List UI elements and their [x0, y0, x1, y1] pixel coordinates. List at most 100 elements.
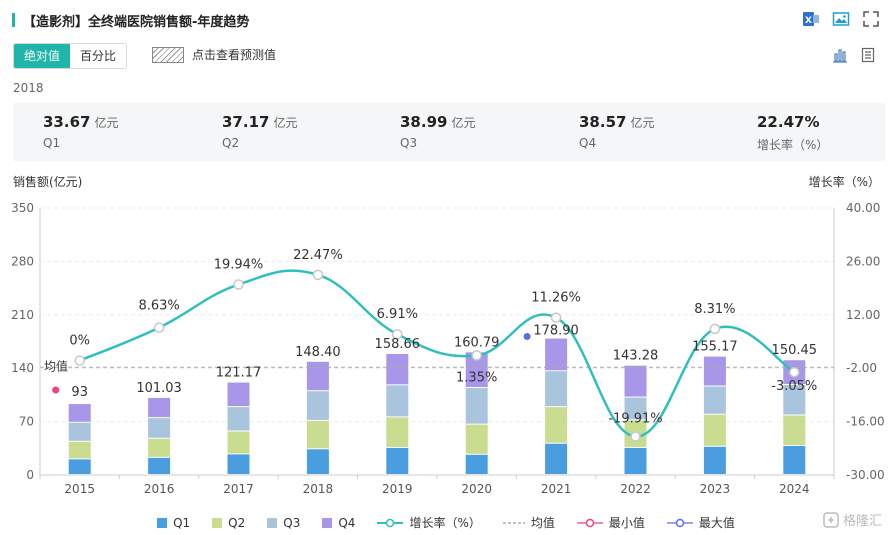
- excel-export-icon[interactable]: X: [802, 10, 820, 28]
- x-tick-label: 2016: [144, 482, 175, 496]
- summary-q4-label: Q4: [579, 136, 597, 150]
- bar-q2-segment[interactable]: [545, 407, 568, 443]
- year-summary-panel: 33.67 亿元 Q1 37.17 亿元 Q2 38.99 亿元 Q3 38.57 亿元…: [13, 103, 885, 161]
- bar-q4-segment[interactable]: [306, 361, 329, 391]
- growth-point[interactable]: [471, 350, 482, 361]
- svg-text:X: X: [805, 16, 812, 26]
- bar-q3-segment[interactable]: [545, 371, 568, 407]
- summary-growth-value: 22.47%: [757, 113, 820, 131]
- y-tick-label: 280: [11, 254, 34, 268]
- bar-q1-segment[interactable]: [386, 447, 409, 474]
- legend-q1-swatch: [157, 517, 168, 528]
- image-export-icon[interactable]: [832, 10, 850, 28]
- bar-q1-segment[interactable]: [306, 449, 329, 474]
- bar-q3-segment[interactable]: [386, 385, 409, 417]
- legend-mean[interactable]: 均值: [502, 514, 555, 531]
- forecast-hatch-swatch: [152, 46, 184, 63]
- bar-total-label: 158.66: [375, 337, 421, 352]
- bar-q2-segment[interactable]: [783, 415, 806, 446]
- bar-q2-segment[interactable]: [703, 414, 726, 446]
- percent-tab[interactable]: 百分比: [70, 44, 127, 68]
- bar-q4-segment[interactable]: [68, 404, 91, 422]
- legend-min[interactable]: 最小值: [576, 514, 645, 531]
- growth-point[interactable]: [74, 355, 85, 366]
- legend-q1[interactable]: Q1: [157, 514, 190, 531]
- summary-q1-value: 33.67: [43, 113, 91, 131]
- bar-q2-segment[interactable]: [227, 431, 250, 454]
- bar-q1-segment[interactable]: [703, 446, 726, 474]
- bar-q3-segment[interactable]: [306, 391, 329, 420]
- bar-q2-segment[interactable]: [386, 417, 409, 447]
- bar-q4-segment[interactable]: [148, 397, 171, 418]
- growth-label: 1.35%: [456, 370, 497, 385]
- legend-q2-label: Q2: [228, 515, 246, 530]
- bar-q4-segment[interactable]: [465, 352, 488, 388]
- table-view-icon[interactable]: [860, 47, 876, 63]
- bar-q2-segment[interactable]: [306, 420, 329, 449]
- bar-q3-segment[interactable]: [148, 418, 171, 438]
- bar-q1-segment[interactable]: [148, 457, 171, 474]
- growth-point[interactable]: [630, 431, 641, 442]
- summary-q2-value: 37.17: [222, 113, 270, 131]
- bar-q1-segment[interactable]: [68, 459, 91, 474]
- summary-q3-value: 38.99: [400, 113, 448, 131]
- growth-point[interactable]: [392, 328, 403, 340]
- bar-q3-segment[interactable]: [465, 388, 488, 424]
- summary-q3-label: Q3: [400, 136, 418, 150]
- summary-growth-label: 增长率（%）: [757, 138, 829, 152]
- forecast-toggle[interactable]: 点击查看预测值: [152, 46, 276, 63]
- bar-q4-segment[interactable]: [386, 353, 409, 385]
- bar-q4-segment[interactable]: [227, 382, 250, 407]
- legend-q3[interactable]: Q3: [267, 514, 300, 531]
- bar-q3-segment[interactable]: [624, 397, 647, 420]
- bar-total-label: 178.90: [533, 324, 579, 339]
- x-tick-label: 2023: [700, 482, 731, 496]
- growth-point[interactable]: [153, 322, 165, 333]
- summary-q2-label: Q2: [222, 136, 240, 150]
- bar-q1-segment[interactable]: [465, 454, 488, 474]
- legend-q3-label: Q3: [283, 515, 301, 530]
- legend-min-label: 最小值: [608, 516, 645, 530]
- bar-q4-segment[interactable]: [624, 365, 647, 397]
- bar-q3-segment[interactable]: [783, 384, 806, 415]
- bar-total-label: 160.79: [454, 335, 500, 350]
- legend-mean-swatch: [502, 521, 525, 524]
- growth-label: 19.94%: [214, 258, 264, 273]
- legend-max[interactable]: 最大值: [666, 514, 735, 531]
- bar-q2-segment[interactable]: [68, 441, 91, 459]
- bar-q2-segment[interactable]: [465, 424, 488, 454]
- bar-q3-segment[interactable]: [227, 407, 250, 431]
- y2-tick-label: 12.00: [846, 308, 880, 322]
- bar-q3-segment[interactable]: [68, 422, 91, 441]
- bar-q1-segment[interactable]: [624, 447, 647, 474]
- summary-q4-unit: 亿元: [630, 116, 655, 130]
- x-tick-label: 2022: [620, 482, 651, 496]
- y-tick-label: 350: [11, 201, 34, 215]
- fullscreen-icon[interactable]: [862, 10, 880, 28]
- growth-point[interactable]: [312, 269, 324, 281]
- bar-chart-icon[interactable]: [832, 47, 848, 63]
- growth-point[interactable]: [550, 312, 562, 323]
- growth-point[interactable]: [789, 366, 800, 378]
- absolute-value-tab[interactable]: 绝对值: [14, 44, 71, 68]
- bar-q1-segment[interactable]: [227, 454, 250, 474]
- bar-q1-segment[interactable]: [783, 446, 806, 474]
- bar-q2-segment[interactable]: [148, 438, 171, 457]
- bar-q1-segment[interactable]: [545, 443, 568, 474]
- bar-total-label: 155.17: [692, 340, 738, 355]
- bar-q3-segment[interactable]: [703, 386, 726, 414]
- legend-q4[interactable]: Q4: [322, 514, 355, 531]
- growth-point[interactable]: [709, 323, 721, 335]
- bar-q4-segment[interactable]: [545, 338, 568, 371]
- legend-q2[interactable]: Q2: [212, 514, 245, 531]
- watermark-text: 格隆汇: [842, 514, 882, 529]
- bar-total-label: 150.45: [772, 343, 818, 358]
- legend-growth[interactable]: 增长率（%）: [377, 514, 481, 531]
- bar-q4-segment[interactable]: [703, 356, 726, 386]
- x-tick-label: 2018: [303, 482, 334, 496]
- growth-point[interactable]: [233, 279, 244, 290]
- growth-line[interactable]: [79, 269, 795, 438]
- summary-q1-label: Q1: [43, 136, 61, 150]
- legend-q4-swatch: [322, 517, 333, 528]
